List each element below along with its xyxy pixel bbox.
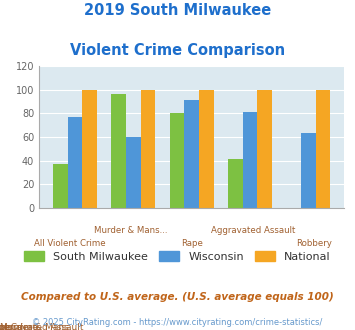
Bar <box>228 159 243 208</box>
Bar <box>53 164 67 208</box>
Bar <box>243 112 257 208</box>
Bar <box>316 90 331 208</box>
Bar <box>126 137 141 208</box>
Text: Aggravated Assault: Aggravated Assault <box>0 323 83 330</box>
Text: Compared to U.S. average. (U.S. average equals 100): Compared to U.S. average. (U.S. average … <box>21 292 334 302</box>
Text: All Violent Crime: All Violent Crime <box>0 323 38 330</box>
Bar <box>82 90 97 208</box>
Text: All Violent Crime: All Violent Crime <box>34 239 105 248</box>
Text: Aggravated Assault: Aggravated Assault <box>211 226 295 235</box>
Text: Robbery: Robbery <box>0 323 19 330</box>
Text: Violent Crime Comparison: Violent Crime Comparison <box>70 43 285 58</box>
Text: 2019 South Milwaukee: 2019 South Milwaukee <box>84 3 271 18</box>
Bar <box>67 117 82 208</box>
Bar <box>170 113 184 208</box>
Text: © 2025 CityRating.com - https://www.cityrating.com/crime-statistics/: © 2025 CityRating.com - https://www.city… <box>32 318 323 327</box>
Text: Robbery: Robbery <box>296 239 332 248</box>
Bar <box>141 90 155 208</box>
Text: Murder & Mans...: Murder & Mans... <box>0 323 78 330</box>
Legend: South Milwaukee, Wisconsin, National: South Milwaukee, Wisconsin, National <box>20 247 335 267</box>
Bar <box>184 100 199 208</box>
Text: Rape: Rape <box>181 239 203 248</box>
Text: Murder & Mans...: Murder & Mans... <box>94 226 168 235</box>
Bar <box>257 90 272 208</box>
Bar <box>199 90 214 208</box>
Text: Rape: Rape <box>0 323 11 330</box>
Bar <box>301 133 316 208</box>
Bar <box>111 94 126 208</box>
